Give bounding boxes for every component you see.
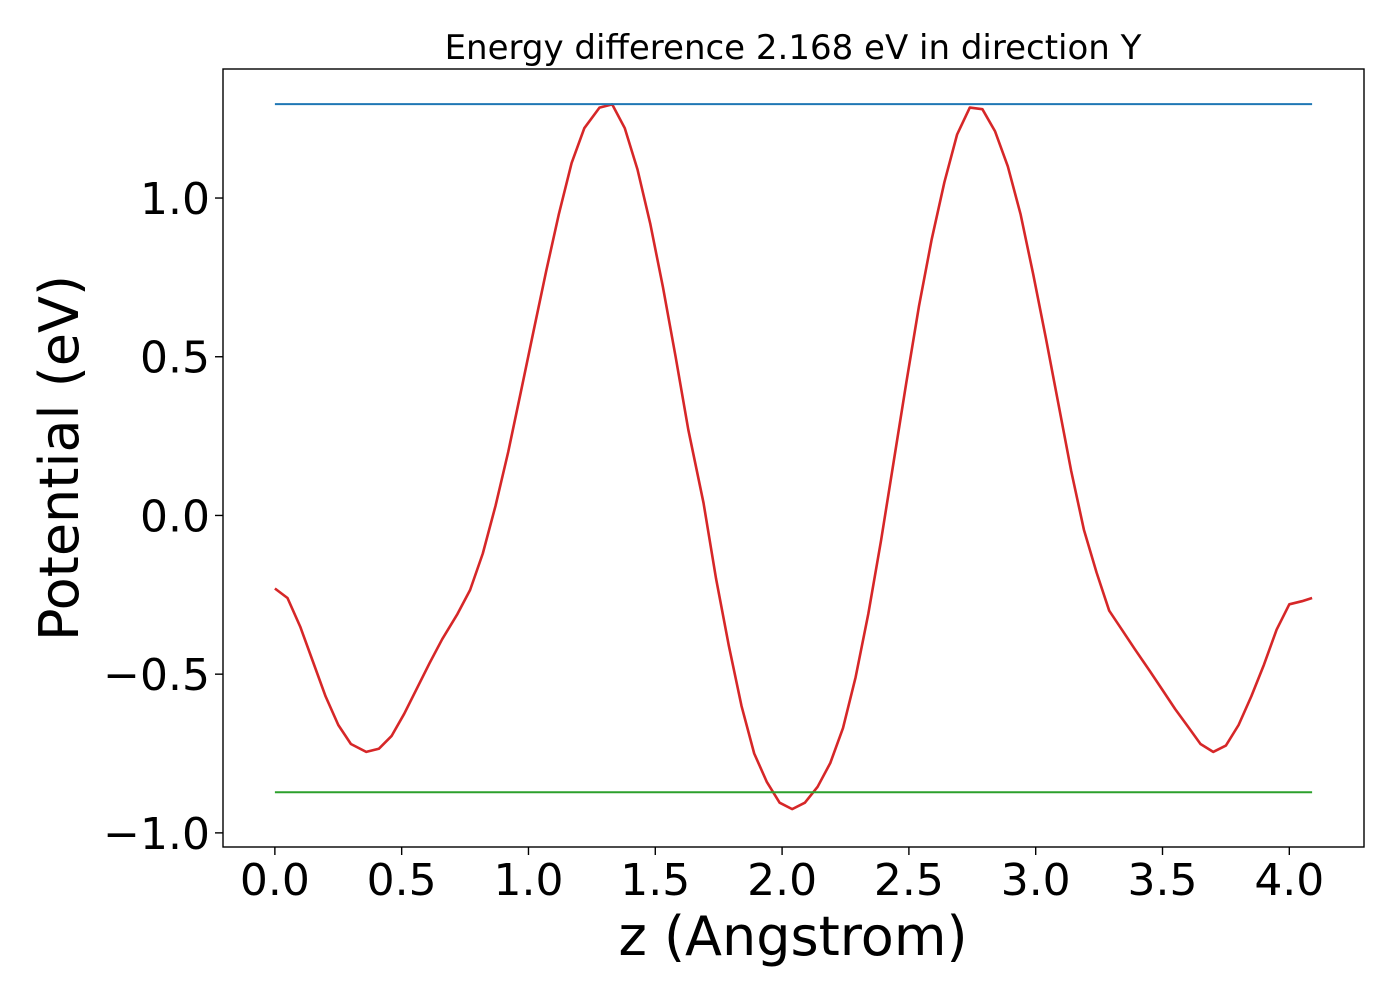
x-tick-label: 0.5	[367, 855, 437, 906]
series-layer	[274, 103, 1313, 811]
y-axis-ticks: −1.0 −0.5 0.0 0.5 1.0	[103, 174, 223, 860]
x-tick-label: 3.5	[1128, 855, 1198, 906]
x-axis-label: z (Angstrom)	[618, 905, 967, 968]
potential-line	[274, 103, 1313, 811]
x-tick-label: 1.0	[493, 855, 563, 906]
x-tick-label: 3.0	[1001, 855, 1071, 906]
x-tick-label: 2.0	[747, 855, 817, 906]
x-tick-label: 1.5	[620, 855, 690, 906]
x-axis-ticks: 0.0 0.5 1.0 1.5 2.0 2.5 3.0 3.5 4.0	[240, 847, 1324, 906]
y-axis-label: Potential (eV)	[28, 275, 91, 641]
x-tick-label: 0.0	[240, 855, 310, 906]
chart-title: Energy difference 2.168 eV in direction …	[445, 28, 1142, 68]
y-tick-label: −1.0	[103, 809, 210, 860]
x-tick-label: 2.5	[874, 855, 944, 906]
plot-frame	[222, 68, 1365, 848]
y-tick-label: 0.0	[140, 491, 210, 542]
y-tick-label: −0.5	[103, 650, 210, 701]
x-tick-label: 4.0	[1254, 855, 1324, 906]
y-tick-label: 0.5	[140, 333, 210, 384]
y-tick-label: 1.0	[140, 174, 210, 225]
